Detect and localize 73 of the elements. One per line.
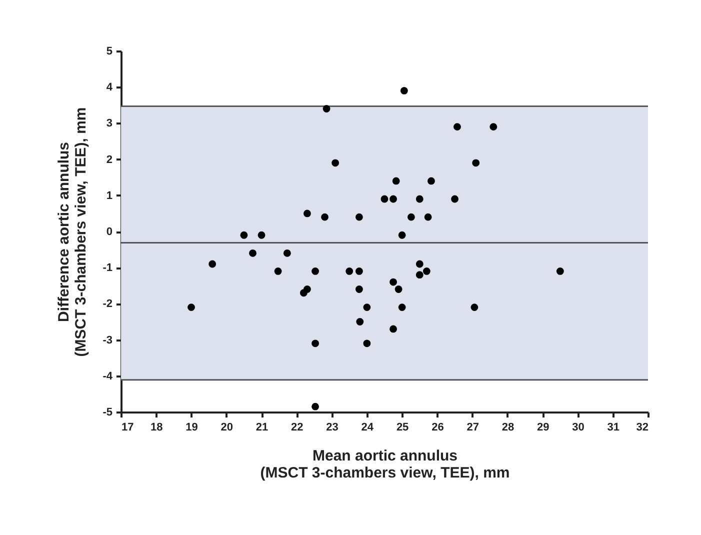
- point: [332, 159, 340, 167]
- x-tick-label: 17: [122, 422, 134, 434]
- point: [470, 304, 478, 312]
- point: [398, 304, 406, 312]
- point: [472, 159, 480, 167]
- point: [416, 195, 424, 203]
- point: [394, 286, 402, 293]
- point: [422, 268, 430, 275]
- point: [346, 268, 354, 275]
- point: [380, 195, 388, 203]
- point: [355, 286, 363, 293]
- x-tick-label: 23: [326, 422, 338, 434]
- point: [556, 268, 564, 275]
- point: [428, 177, 435, 185]
- point: [304, 286, 311, 293]
- point: [416, 260, 424, 268]
- point: [322, 105, 330, 112]
- point: [392, 177, 400, 185]
- y-tick-label: -4: [102, 370, 114, 382]
- x-axis-title: Mean aortic annulus (MSCT 3-chambers view, TEE), mm: [260, 448, 510, 482]
- x-tick-label: 29: [536, 422, 550, 434]
- x-tick-label: 31: [607, 422, 620, 434]
- x-tick-label: 32: [636, 422, 648, 434]
- y-tick-label: 3: [106, 118, 112, 130]
- point: [390, 325, 397, 333]
- point: [424, 213, 432, 221]
- point: [304, 210, 311, 218]
- point: [355, 268, 363, 275]
- y-tick-label: 0: [106, 226, 112, 238]
- point: [454, 123, 461, 131]
- x-tick-label: 27: [466, 422, 479, 434]
- point: [355, 213, 363, 221]
- point: [312, 340, 319, 348]
- y-tick-label: 4: [106, 82, 114, 94]
- point: [274, 268, 282, 275]
- x-tick-label: 28: [502, 422, 514, 434]
- x-tick-label: 26: [432, 422, 444, 434]
- y-tick-label: 5: [106, 46, 112, 58]
- x-tick-label: 19: [186, 422, 198, 434]
- point: [416, 271, 424, 279]
- point: [283, 249, 291, 257]
- y-tick-label: -3: [102, 334, 112, 346]
- point: [321, 213, 328, 221]
- point: [258, 231, 266, 239]
- y-axis-title: Difference aortic annulus (MSCT 3-chambers view, TEE), mm: [56, 107, 90, 357]
- point: [390, 278, 397, 286]
- point: [400, 87, 408, 94]
- x-tick-label: 24: [361, 422, 374, 434]
- point: [407, 213, 415, 221]
- point: [312, 402, 319, 410]
- y-tick-label: -2: [102, 298, 112, 310]
- x-tick-label: 30: [572, 422, 584, 434]
- point: [312, 268, 319, 275]
- y-tick-label: 1: [106, 190, 112, 202]
- x-tick-label: 22: [291, 422, 304, 434]
- point: [208, 260, 216, 268]
- point: [240, 231, 248, 239]
- point: [451, 195, 458, 203]
- point: [249, 249, 256, 257]
- point: [363, 340, 371, 348]
- point: [356, 318, 364, 326]
- y-tick-label: -5: [102, 406, 112, 418]
- x-tick-label: 18: [150, 422, 163, 434]
- point: [390, 195, 397, 203]
- point: [398, 231, 406, 239]
- x-tick-label: 20: [220, 422, 234, 434]
- point: [363, 304, 371, 312]
- y-tick-label: 2: [106, 154, 112, 166]
- x-tick-label: 25: [396, 422, 409, 434]
- y-tick-label: -1: [102, 262, 112, 274]
- x-tick-label: 21: [256, 422, 268, 434]
- point: [188, 304, 195, 312]
- point: [490, 123, 498, 131]
